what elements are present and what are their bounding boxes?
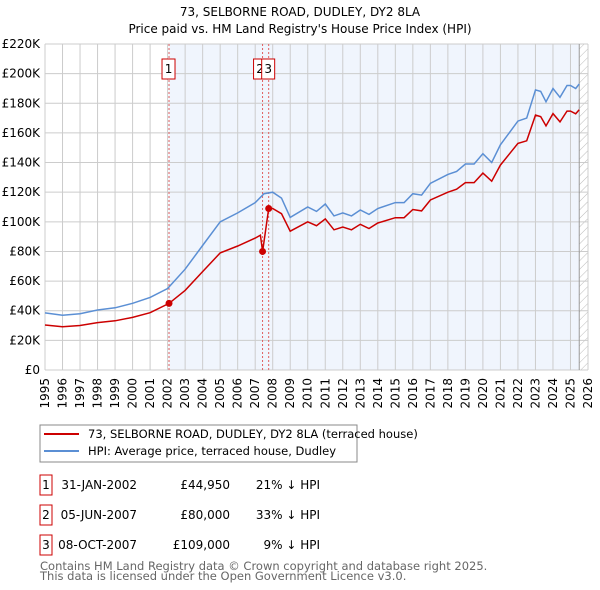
y-tick-label: £120K [2, 185, 42, 199]
x-tick-label: 2012 [336, 378, 350, 409]
x-tick-label: 2019 [458, 378, 472, 409]
x-tick-label: 2022 [511, 378, 525, 409]
y-tick-label: £200K [2, 67, 42, 81]
x-tick-label: 1999 [108, 378, 122, 409]
y-tick-label: £180K [2, 96, 42, 110]
sale-number-box [39, 534, 53, 556]
x-tick-label: 2021 [493, 378, 507, 409]
x-tick-label: 1997 [73, 378, 87, 409]
sale-number: 3 [42, 538, 50, 552]
x-tick-label: 2011 [318, 378, 332, 409]
x-tick-label: 2008 [266, 378, 280, 409]
sale-point [259, 247, 267, 255]
x-tick-label: 2003 [178, 378, 192, 409]
x-tick-label: 2024 [546, 378, 560, 409]
chart-title: 73, SELBORNE ROAD, DUDLEY, DY2 8LA [180, 5, 421, 19]
sale-date: 31-JAN-2002 [61, 478, 137, 492]
y-tick-label: £0 [25, 363, 40, 377]
x-tick-label: 2006 [231, 378, 245, 409]
x-tick-label: 2014 [371, 378, 385, 409]
sale-marker-box [161, 58, 176, 80]
property-price-line [44, 109, 580, 328]
x-tick-label: 1996 [56, 378, 70, 409]
sale-point [165, 299, 173, 307]
sale-price: £80,000 [180, 508, 230, 522]
sale-marker-label: 3 [264, 62, 272, 76]
x-tick-label: 2020 [476, 378, 490, 409]
sale-price: £109,000 [173, 538, 230, 552]
sale-number-box [39, 504, 53, 526]
x-tick-label: 2025 [563, 378, 577, 409]
sale-marker-label: 1 [165, 62, 173, 76]
footer-line-2: This data is licensed under the Open Gov… [39, 569, 406, 583]
sale-hpi-diff: 21% ↓ HPI [256, 478, 320, 492]
x-tick-label: 2000 [126, 378, 140, 409]
y-tick-label: £80K [9, 244, 41, 258]
forecast-hatch-region [579, 44, 588, 370]
x-tick-label: 2018 [441, 378, 455, 409]
x-tick-label: 2007 [248, 378, 262, 409]
sale-date: 08-OCT-2007 [58, 538, 137, 552]
y-tick-label: £60K [9, 274, 41, 288]
sale-number: 2 [42, 508, 50, 522]
x-tick-label: 2004 [196, 378, 210, 409]
sale-marker-label: 2 [256, 62, 264, 76]
sale-number-box [39, 474, 53, 496]
y-tick-label: £40K [9, 304, 41, 318]
legend-label-hpi: HPI: Average price, terraced house, Dudl… [88, 444, 336, 458]
x-tick-label: 2015 [388, 378, 402, 409]
legend-label-property: 73, SELBORNE ROAD, DUDLEY, DY2 8LA (terr… [88, 427, 418, 441]
x-tick-label: 2023 [528, 378, 542, 409]
sale-price: £44,950 [180, 478, 230, 492]
sale-date: 05-JUN-2007 [61, 508, 137, 522]
x-tick-label: 2016 [406, 378, 420, 409]
x-tick-label: 1995 [38, 378, 52, 409]
footer-line-1: Contains HM Land Registry data © Crown c… [40, 559, 487, 573]
sale-hpi-diff: 9% ↓ HPI [263, 538, 320, 552]
sale-point [265, 204, 273, 212]
x-tick-label: 2010 [301, 378, 315, 409]
x-tick-label: 2017 [423, 378, 437, 409]
sale-hpi-diff: 33% ↓ HPI [256, 508, 320, 522]
legend [39, 424, 358, 463]
x-tick-label: 2005 [213, 378, 227, 409]
x-tick-label: 2002 [161, 378, 175, 409]
y-tick-label: £100K [2, 215, 42, 229]
x-tick-label: 2009 [283, 378, 297, 409]
x-tick-label: 2013 [353, 378, 367, 409]
hpi-line [44, 83, 580, 316]
y-tick-label: £20K [9, 333, 41, 347]
sale-marker-box [261, 58, 276, 80]
x-tick-label: 2001 [143, 378, 157, 409]
chart-subtitle: Price paid vs. HM Land Registry's House … [128, 22, 471, 36]
y-tick-label: £140K [2, 156, 42, 170]
x-tick-label: 2026 [581, 378, 595, 409]
y-tick-label: £220K [2, 37, 42, 51]
y-tick-label: £160K [2, 126, 42, 140]
sale-number: 1 [42, 478, 50, 492]
x-tick-label: 1998 [91, 378, 105, 409]
